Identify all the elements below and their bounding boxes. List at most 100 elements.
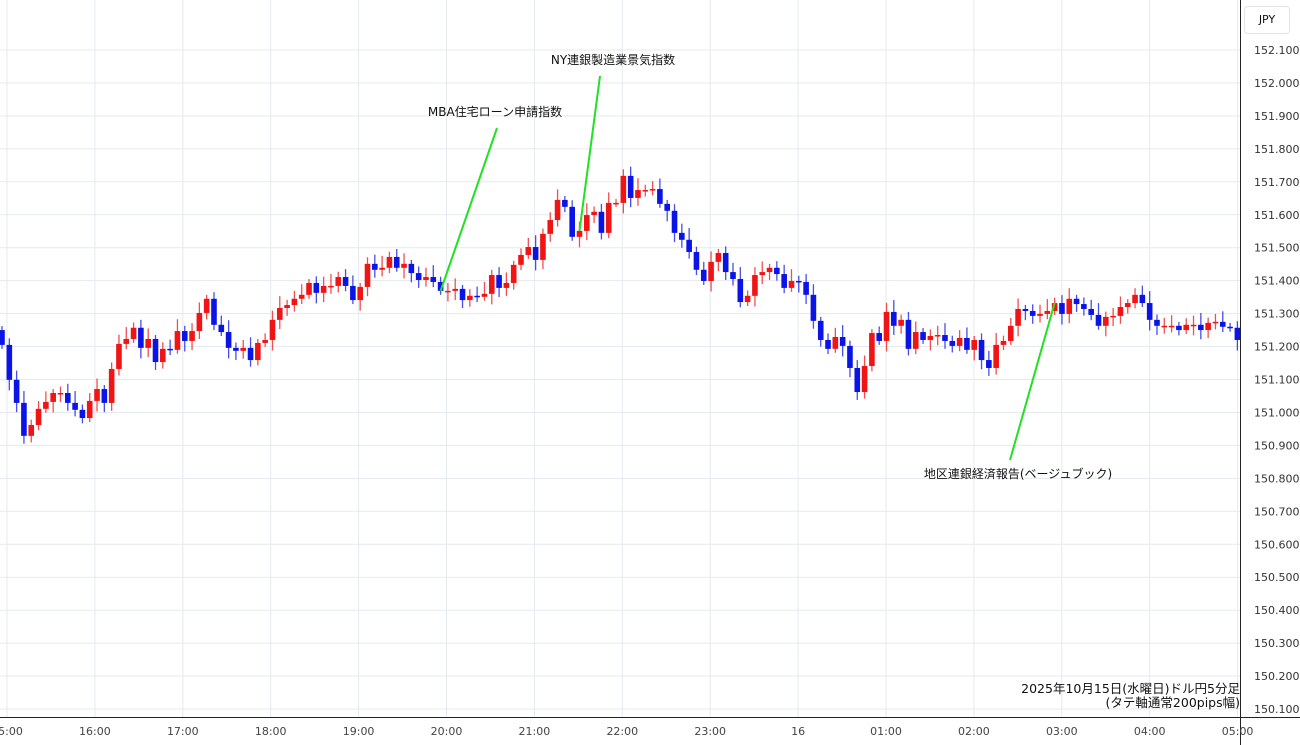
- candle-body: [847, 345, 853, 368]
- candle: [364, 257, 371, 297]
- candle: [986, 350, 992, 376]
- candle-body: [138, 327, 144, 348]
- candle-body: [1015, 308, 1021, 326]
- candle: [437, 276, 444, 295]
- candle: [825, 333, 831, 355]
- candle-body: [6, 344, 13, 380]
- candle: [510, 260, 517, 290]
- candle-body: [21, 402, 27, 436]
- candle: [152, 335, 159, 370]
- candle-body: [825, 339, 831, 349]
- candle-body: [569, 206, 575, 237]
- candle: [233, 342, 239, 361]
- candle-body: [1110, 315, 1116, 318]
- candle-body: [715, 252, 722, 262]
- candle: [598, 203, 605, 240]
- candle: [94, 378, 100, 412]
- candle-body: [1051, 303, 1058, 311]
- candle-body: [408, 263, 415, 274]
- candle: [605, 192, 612, 239]
- candle: [1044, 299, 1051, 320]
- candle-body: [467, 295, 473, 301]
- candle-body: [635, 190, 641, 198]
- candle-body: [576, 230, 583, 237]
- candle: [320, 276, 327, 303]
- candle-body: [174, 331, 181, 350]
- candle: [693, 246, 700, 276]
- candle-body: [108, 368, 115, 403]
- candle: [415, 266, 422, 288]
- candle: [766, 263, 773, 280]
- candle-body: [949, 340, 956, 346]
- candle: [1168, 315, 1175, 333]
- candle-body: [379, 267, 385, 270]
- candle-body: [496, 275, 502, 288]
- candle-body: [1205, 322, 1211, 331]
- candle-body: [386, 256, 393, 268]
- annotation-label: 地区連銀経済報告(ベージュブック): [924, 466, 1112, 481]
- time-tick-label: 16:00: [79, 725, 111, 738]
- candle: [262, 333, 268, 347]
- price-tick-label: 151.500: [1254, 242, 1300, 255]
- candle-body: [481, 293, 488, 297]
- candle-body: [145, 338, 151, 348]
- candle: [1015, 298, 1021, 337]
- candle: [964, 327, 970, 354]
- price-tick-label: 150.300: [1254, 637, 1300, 650]
- candle: [861, 355, 868, 399]
- candle-body: [196, 312, 203, 332]
- candle-body: [686, 239, 692, 252]
- candle: [181, 325, 188, 352]
- candle-body: [101, 389, 108, 403]
- price-tick-label: 150.900: [1254, 439, 1300, 452]
- candle: [1176, 321, 1182, 336]
- candle: [817, 316, 824, 347]
- candle-body: [167, 348, 173, 351]
- candle: [993, 333, 999, 375]
- candle-body: [642, 190, 649, 192]
- candle-body: [79, 409, 86, 419]
- candle: [335, 271, 342, 293]
- currency-badge[interactable]: JPY: [1244, 6, 1290, 34]
- candle-body: [1198, 324, 1204, 331]
- candle-body: [1190, 324, 1197, 327]
- price-tick-label: 151.000: [1254, 406, 1300, 419]
- candle-body: [72, 402, 78, 410]
- candle-body: [525, 247, 532, 255]
- candles: [0, 166, 1241, 444]
- candle-body: [766, 267, 773, 273]
- candle: [525, 237, 532, 259]
- time-axis[interactable]: 15:00 16:00 17:00 18:00 19:00 20:00 21:00 22:00…: [0, 725, 1253, 738]
- candle: [276, 296, 283, 330]
- candle: [116, 334, 122, 376]
- candle-body: [1029, 310, 1036, 316]
- candle: [700, 261, 707, 285]
- price-axis[interactable]: 152.100 152.000 151.900 151.800 151.700 151.6…: [1254, 44, 1300, 716]
- candle-body: [1176, 325, 1182, 331]
- candle: [1007, 317, 1014, 345]
- time-tick-label: 21:00: [519, 725, 551, 738]
- candle: [408, 259, 415, 283]
- candle-body: [1132, 294, 1138, 304]
- candle-body: [817, 320, 824, 340]
- candle: [1066, 288, 1073, 324]
- candle-body: [423, 277, 429, 280]
- candle: [28, 419, 35, 443]
- candle: [876, 326, 882, 345]
- candle: [269, 310, 276, 351]
- price-tick-label: 151.400: [1254, 275, 1300, 288]
- candle-body: [1124, 303, 1131, 308]
- candle: [722, 246, 729, 280]
- candle-body: [430, 277, 437, 282]
- candle: [496, 267, 502, 298]
- candle-body: [832, 336, 839, 349]
- candle-body: [671, 210, 678, 233]
- candle-body: [306, 282, 312, 295]
- price-tick-label: 150.700: [1254, 505, 1300, 518]
- candle: [298, 284, 305, 305]
- candle-body: [547, 220, 554, 234]
- time-tick-label: 17:00: [167, 725, 199, 738]
- candle: [430, 265, 437, 288]
- candle: [1124, 299, 1131, 314]
- candle-body: [1168, 325, 1175, 328]
